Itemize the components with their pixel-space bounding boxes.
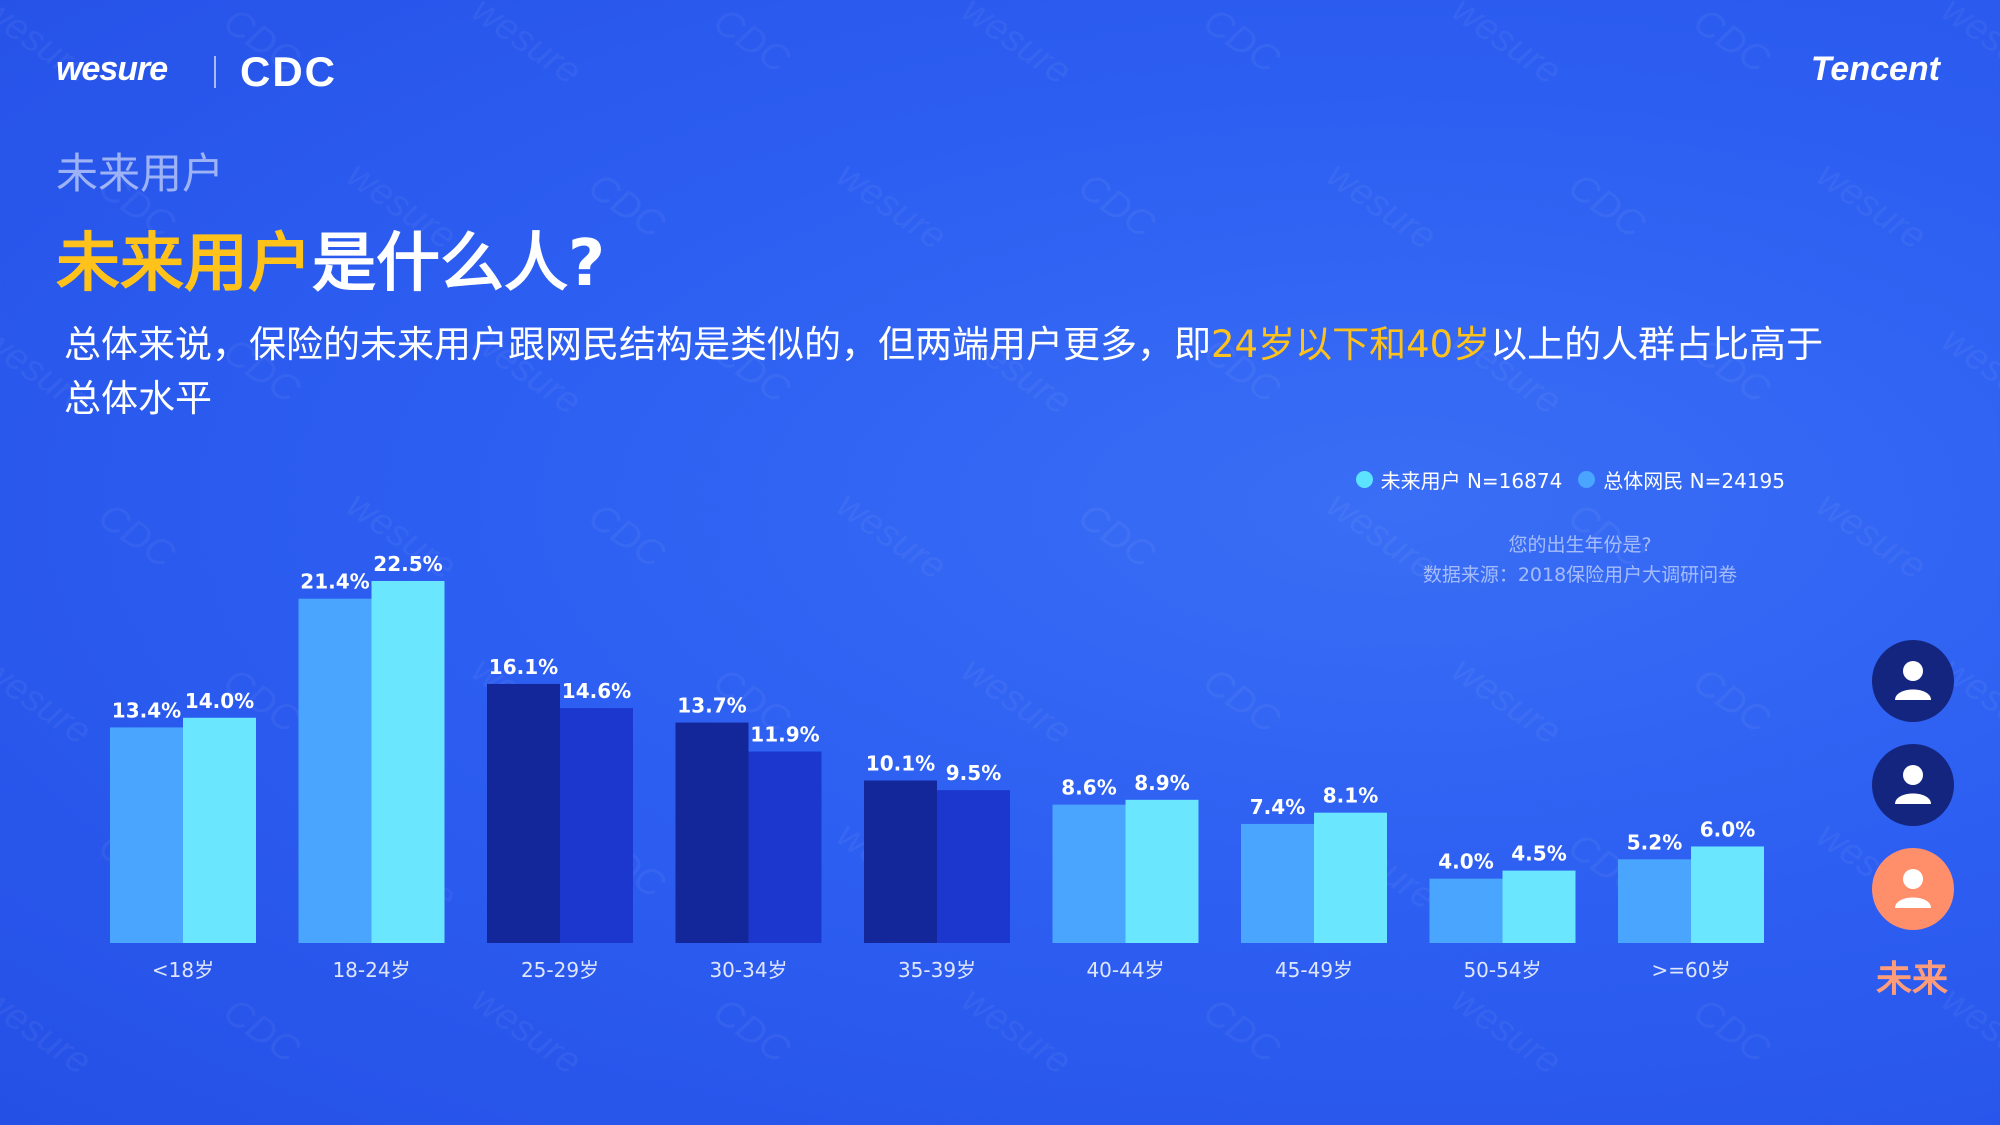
data-label-all-netizens-0: 14.0% (185, 689, 254, 713)
legend-label-all-netizens: 总体网民 N=24195 (1603, 469, 1785, 493)
x-tick-label-0: <18岁 (152, 958, 214, 982)
bar-future-users-4 (864, 780, 937, 943)
bar-future-users-1 (298, 598, 372, 943)
bar-future-users-0 (110, 727, 183, 943)
bar-future-users-7 (1429, 878, 1503, 943)
bar-all-netizens-4 (937, 790, 1010, 943)
survey-note: 您的出生年份是? 数据来源：2018保险用户大调研问卷 (1380, 530, 1780, 590)
bar-all-netizens-0 (183, 717, 256, 943)
x-tick-label-5: 40-44岁 (1086, 958, 1164, 982)
bar-all-netizens-5 (1125, 799, 1199, 943)
data-source: 数据来源：2018保险用户大调研问卷 (1422, 564, 1738, 586)
page-title: 未来用户是什么人? (56, 212, 605, 304)
bar-all-netizens-2 (560, 708, 633, 943)
bar-future-users-6 (1241, 823, 1314, 943)
data-label-all-netizens-5: 8.9% (1134, 771, 1189, 795)
description-highlight: 24岁以下和40岁 (1211, 323, 1491, 366)
bar-all-netizens-7 (1502, 870, 1576, 943)
data-label-all-netizens-2: 14.6% (562, 679, 631, 703)
section-subheader: 未来用户 (56, 149, 225, 198)
future-label: 未来 (1876, 959, 1949, 1000)
description: 总体来说，保险的未来用户跟网民结构是类似的，但两端用户更多，即24岁以下和40岁… (64, 318, 1824, 426)
legend-label-future-users: 未来用户 N=16874 (1380, 469, 1563, 493)
data-label-future-users-5: 8.6% (1061, 776, 1116, 800)
bar-future-users-3 (675, 722, 749, 943)
description-part2: 以上的人群占比高于总体水平 (64, 323, 1824, 420)
legend-item-future-users: 未来用户 N=16874 (1355, 465, 1563, 494)
data-label-all-netizens-8: 6.0% (1700, 817, 1755, 841)
bar-all-netizens-3 (748, 751, 822, 943)
title-rest: 是什么人? (312, 227, 606, 301)
avatar-segment-2[interactable] (1872, 744, 1954, 826)
bar-future-users-2 (487, 683, 560, 943)
data-label-all-netizens-4: 9.5% (946, 761, 1001, 785)
bar-future-users-8 (1618, 859, 1691, 943)
avatar-segment-1[interactable] (1872, 640, 1954, 722)
legend-dot-all-netizens (1578, 471, 1596, 488)
x-tick-label-3: 30-34岁 (709, 958, 787, 982)
data-label-all-netizens-6: 8.1% (1323, 784, 1378, 808)
data-label-future-users-4: 10.1% (866, 752, 935, 776)
x-tick-label-8: >=60岁 (1652, 958, 1731, 982)
bar-all-netizens-8 (1691, 846, 1764, 943)
data-label-future-users-2: 16.1% (489, 655, 558, 679)
legend-item-all-netizens: 总体网民 N=24195 (1578, 465, 1785, 494)
data-label-future-users-1: 21.4% (300, 570, 369, 594)
bar-all-netizens-1 (371, 581, 445, 943)
cdc-logo: CDC (240, 48, 337, 95)
survey-question: 您的出生年份是? (1508, 534, 1652, 556)
data-label-future-users-0: 13.4% (112, 698, 181, 722)
data-label-all-netizens-7: 4.5% (1511, 842, 1566, 866)
avatar-future-selected[interactable] (1872, 848, 1954, 930)
x-tick-label-7: 50-54岁 (1463, 958, 1541, 982)
logo-divider (214, 56, 216, 88)
data-label-all-netizens-3: 11.9% (750, 723, 819, 747)
x-tick-label-4: 35-39岁 (898, 958, 976, 982)
data-label-all-netizens-1: 22.5% (373, 552, 442, 576)
x-tick-label-1: 18-24岁 (332, 958, 410, 982)
x-tick-label-6: 45-49岁 (1275, 958, 1353, 982)
tencent-logo: Tencent (1810, 50, 1940, 88)
data-label-future-users-6: 7.4% (1250, 795, 1305, 819)
data-label-future-users-7: 4.0% (1438, 850, 1493, 874)
wesure-logo: wesure (56, 50, 168, 88)
legend-dot-future-users (1355, 471, 1373, 488)
segment-avatars (1872, 640, 1954, 952)
title-highlight: 未来用户 (56, 227, 312, 301)
data-label-future-users-3: 13.7% (677, 694, 746, 718)
user-icon (1895, 661, 1931, 700)
user-icon (1895, 765, 1931, 804)
data-label-future-users-8: 5.2% (1627, 830, 1682, 854)
bar-all-netizens-6 (1314, 812, 1387, 943)
chart-legend: 未来用户 N=16874 总体网民 N=24195 (1355, 465, 1785, 494)
bar-future-users-5 (1052, 804, 1126, 943)
description-part1: 总体来说，保险的未来用户跟网民结构是类似的，但两端用户更多，即 (64, 323, 1211, 366)
x-tick-label-2: 25-29岁 (521, 958, 599, 982)
user-icon (1895, 869, 1931, 908)
